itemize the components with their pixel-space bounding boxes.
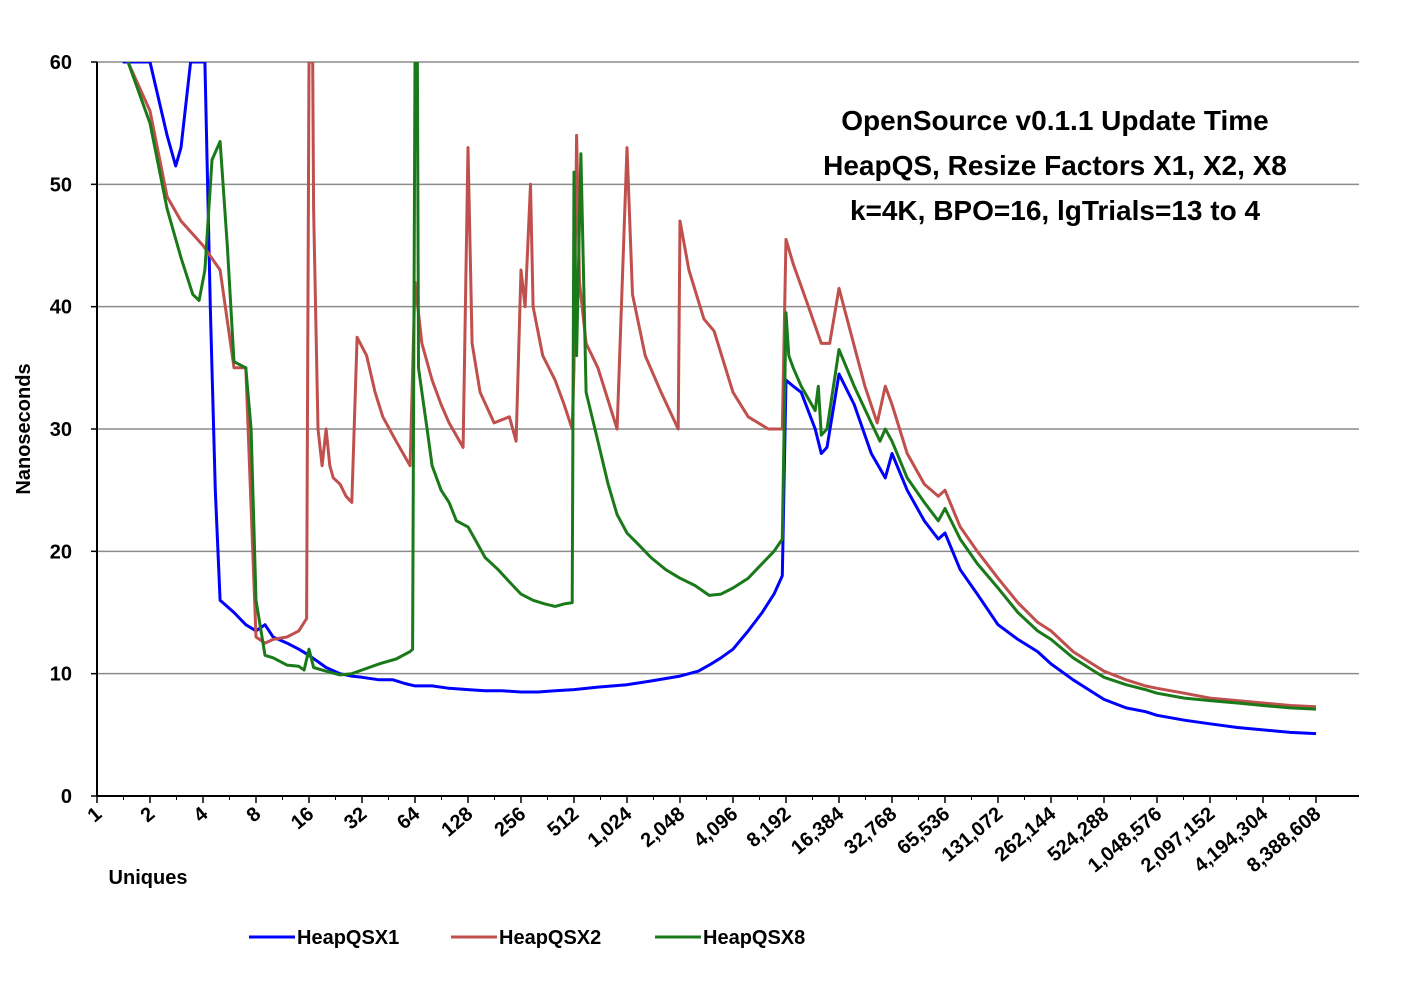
chart-title: OpenSource v0.1.1 Update Time HeapQS, Re… bbox=[823, 105, 1287, 226]
y-tick-label-40: 40 bbox=[50, 297, 72, 319]
series-line-heapqsx1 bbox=[122, 62, 1317, 736]
x-tick-label-256: 256 bbox=[491, 803, 531, 841]
y-tick-label-30: 30 bbox=[50, 419, 72, 441]
y-tick-label-20: 20 bbox=[50, 541, 72, 563]
y-tick-label-10: 10 bbox=[50, 664, 72, 686]
y-tick-labels: 0 10 20 30 40 50 60 bbox=[50, 52, 72, 808]
legend-item-heapqsx8: HeapQSX8 bbox=[655, 927, 805, 949]
x-tick-label-2,048: 2,048 bbox=[637, 803, 689, 852]
series-layer bbox=[122, 62, 1317, 736]
chart-title-line-2: HeapQS, Resize Factors X1, X2, X8 bbox=[823, 150, 1287, 181]
y-tick-label-0: 0 bbox=[61, 786, 72, 808]
x-tick-label-8: 8 bbox=[243, 803, 266, 827]
legend: HeapQSX1 HeapQSX2 HeapQSX8 bbox=[249, 927, 805, 949]
chart-title-line-3: k=4K, BPO=16, lgTrials=13 to 4 bbox=[850, 195, 1261, 226]
y-axis-title: Nanoseconds bbox=[13, 363, 35, 494]
x-tick-label-32: 32 bbox=[340, 803, 371, 834]
axes bbox=[96, 62, 1359, 803]
x-tick-label-4,096: 4,096 bbox=[690, 803, 742, 852]
legend-item-heapqsx2: HeapQSX2 bbox=[451, 927, 601, 949]
x-tick-label-8,192: 8,192 bbox=[743, 803, 795, 852]
x-tick-label-1,024: 1,024 bbox=[584, 802, 637, 852]
legend-label-heapqsx2: HeapQSX2 bbox=[499, 927, 601, 949]
legend-label-heapqsx8: HeapQSX8 bbox=[703, 927, 805, 949]
y-tick-label-50: 50 bbox=[50, 174, 72, 196]
x-tick-label-1: 1 bbox=[84, 803, 107, 827]
x-tick-label-2: 2 bbox=[137, 803, 160, 827]
x-tick-label-64: 64 bbox=[393, 802, 425, 834]
x-tick-label-16,384: 16,384 bbox=[787, 802, 849, 859]
x-tick-label-128: 128 bbox=[438, 803, 478, 841]
x-axis-title: Uniques bbox=[109, 867, 188, 889]
x-tick-label-4: 4 bbox=[190, 802, 213, 827]
x-tick-label-512: 512 bbox=[544, 803, 584, 841]
series-line-heapqsx8 bbox=[126, 62, 1317, 711]
x-tick-label-16: 16 bbox=[287, 803, 318, 834]
y-tick-label-60: 60 bbox=[50, 52, 72, 74]
legend-item-heapqsx1: HeapQSX1 bbox=[249, 927, 399, 949]
chart-title-line-1: OpenSource v0.1.1 Update Time bbox=[841, 105, 1268, 136]
x-tick-label-32,768: 32,768 bbox=[840, 803, 901, 859]
x-tick-labels: 1 2 4 8 16 32 64 128 256 512 1,024 2,048 4,096 8,1921… bbox=[84, 802, 1326, 877]
legend-label-heapqsx1: HeapQSX1 bbox=[297, 927, 399, 949]
